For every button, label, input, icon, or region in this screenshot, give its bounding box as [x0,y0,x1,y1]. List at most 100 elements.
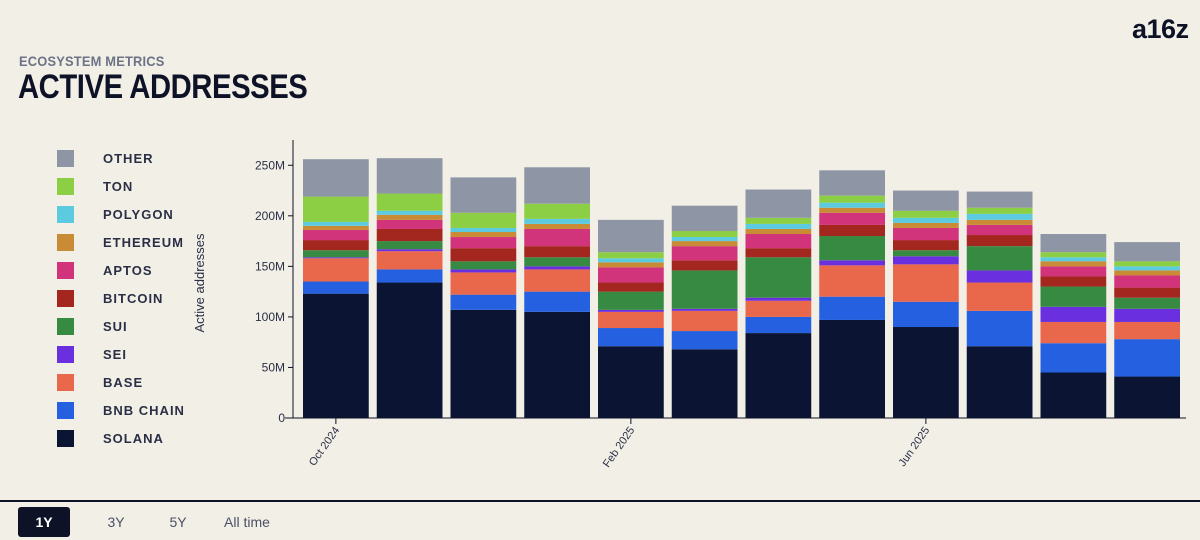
bar-segment-base [1040,321,1107,344]
bar-segment-ethereum [1040,261,1107,267]
bar-segment-aptos [1040,266,1107,277]
legend-label: TON [103,178,134,194]
bar-segment-other [819,170,885,196]
bar-segment-bitcoin [893,240,959,251]
legend-swatch [57,345,74,363]
legend-item-sui[interactable]: SUI [57,312,185,340]
legend-item-ton[interactable]: TON [57,172,185,200]
legend-label: SUI [103,318,128,334]
bar-segment-aptos [303,229,369,241]
bar-segment-aptos [893,227,959,241]
bar-segment-bitcoin [450,248,517,262]
range-tab-1y[interactable]: 1Y [18,507,70,537]
bar-segment-sei [671,308,738,311]
legend-item-bnb-chain[interactable]: BNB CHAIN [57,396,185,424]
bar-segment-bitcoin [598,282,664,292]
bar-segment-other [966,191,1033,208]
bar-segment-bitcoin [745,248,812,258]
bar-segment-aptos [598,267,664,283]
bar-segment-solana [671,349,738,418]
legend-item-base[interactable]: BASE [57,368,185,396]
bar-segment-solana [303,293,369,418]
bar-segment-sui [819,236,885,261]
bar-segment-aptos [966,224,1033,236]
legend-item-sei[interactable]: SEI [57,340,185,368]
bar-segment-sui [598,291,664,310]
bar-segment-base [450,272,517,295]
bar-segment-ton [893,210,959,218]
bar-segment-base [598,311,664,329]
bar-segment-sei [376,249,443,252]
bar-segment-ton [376,193,443,211]
range-tab-all-time[interactable]: All time [224,514,270,530]
legend-label: SEI [103,346,127,362]
bar-segment-ton [524,203,590,219]
bar-segment-other [1114,242,1180,262]
bar-segment-solana [966,346,1033,418]
bar-segment-other [1040,234,1107,253]
bar-segment-other [893,190,959,211]
bar-segment-bnb-chain [598,328,664,347]
a16z-logo: a16z [1132,14,1189,44]
bar-segment-solana [598,346,664,418]
range-tab-3y[interactable]: 3Y [107,514,125,530]
y-axis-title: Active addresses [192,233,207,332]
bar-segment-ethereum [966,219,1033,225]
bar-segment-ethereum [598,262,664,268]
bar-segment-ethereum [893,222,959,228]
legend-swatch [57,317,74,335]
legend-label: POLYGON [103,206,174,222]
section-eyebrow: ECOSYSTEM METRICS [19,53,165,69]
legend-item-aptos[interactable]: APTOS [57,256,185,284]
bar-segment-aptos [819,212,885,225]
bar-segment-other [671,205,738,231]
bar-segment-sui [376,241,443,250]
bar-segment-ethereum [1114,270,1180,276]
legend-label: BASE [103,374,144,390]
bar-segment-solana [450,309,517,418]
bar-segment-bitcoin [1040,276,1107,287]
bar-segment-ethereum [819,207,885,213]
bar-segment-bitcoin [524,246,590,258]
bar-segment-ethereum [376,214,443,220]
legend-item-polygon[interactable]: POLYGON [57,200,185,228]
stacked-bar-chart: Active addresses 0 50M 100M 150M 200M 250M Oct … [192,140,1186,470]
legend-item-bitcoin[interactable]: BITCOIN [57,284,185,312]
bar-segment-polygon [598,258,664,263]
x-tick-label: Oct 2024 [307,425,342,468]
y-tick-label: 100M [255,310,285,324]
bar-segment-ton [598,252,664,259]
bar-segment-bnb-chain [671,331,738,350]
bar-segment-other [450,177,517,213]
range-tab-5y[interactable]: 5Y [169,514,187,530]
bar-segment-ton [671,230,738,238]
bar-segment-sui [1114,297,1180,309]
bar-segment-ton [966,207,1033,214]
bar-segment-other [376,158,443,194]
bar-segment-polygon [524,218,590,224]
bar-segment-polygon [966,213,1033,220]
bar-segment-other [524,167,590,204]
bar-segment-ton [1114,261,1180,267]
legend-item-other[interactable]: OTHER [57,144,185,172]
bar-segment-polygon [450,227,517,232]
bar-segment-base [1114,321,1180,340]
legend-swatch [57,177,74,195]
bar-segment-ton [303,196,369,222]
bar-segment-bnb-chain [524,291,590,312]
y-tick-label: 250M [255,158,285,172]
legend-item-solana[interactable]: SOLANA [57,424,185,452]
legend-item-ethereum[interactable]: ETHEREUM [57,228,185,256]
bar-segment-ethereum [524,223,590,229]
x-tick-label: Feb 2025 [601,425,637,470]
bar-segment-polygon [819,202,885,208]
bar-segment-sui [1040,286,1107,307]
bar-segment-aptos [1114,275,1180,288]
bar-segment-base [745,300,812,317]
legend-swatch [57,429,74,447]
legend-swatch [57,261,74,279]
bar-segment-base [819,265,885,297]
bar-segment-polygon [376,210,443,215]
bar-segment-base [303,258,369,282]
bar-segment-sei [524,266,590,270]
